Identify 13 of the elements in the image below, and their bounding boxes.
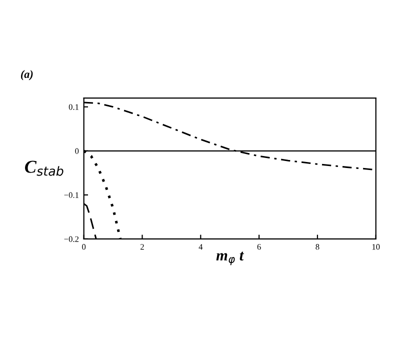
- y-tick-label: 0.1: [68, 104, 78, 110]
- x-tick-label: 4: [198, 244, 203, 250]
- x-tick-label: 0: [82, 244, 86, 250]
- text: (a): [21, 70, 33, 80]
- y-tick-label: −0.1: [64, 192, 78, 198]
- x-tick-label: 6: [257, 244, 261, 250]
- x-tick-label: 8: [316, 244, 320, 250]
- x-axis-title: m$_{φ}$ t: [216, 252, 244, 266]
- y-axis-title: C$_{stab}$: [25, 160, 64, 176]
- x-tick-label: 10: [372, 244, 380, 250]
- y-tick-label: −0.2: [64, 236, 79, 242]
- y-tick-label: 0: [75, 148, 79, 154]
- x-tick-label: 2: [140, 244, 144, 250]
